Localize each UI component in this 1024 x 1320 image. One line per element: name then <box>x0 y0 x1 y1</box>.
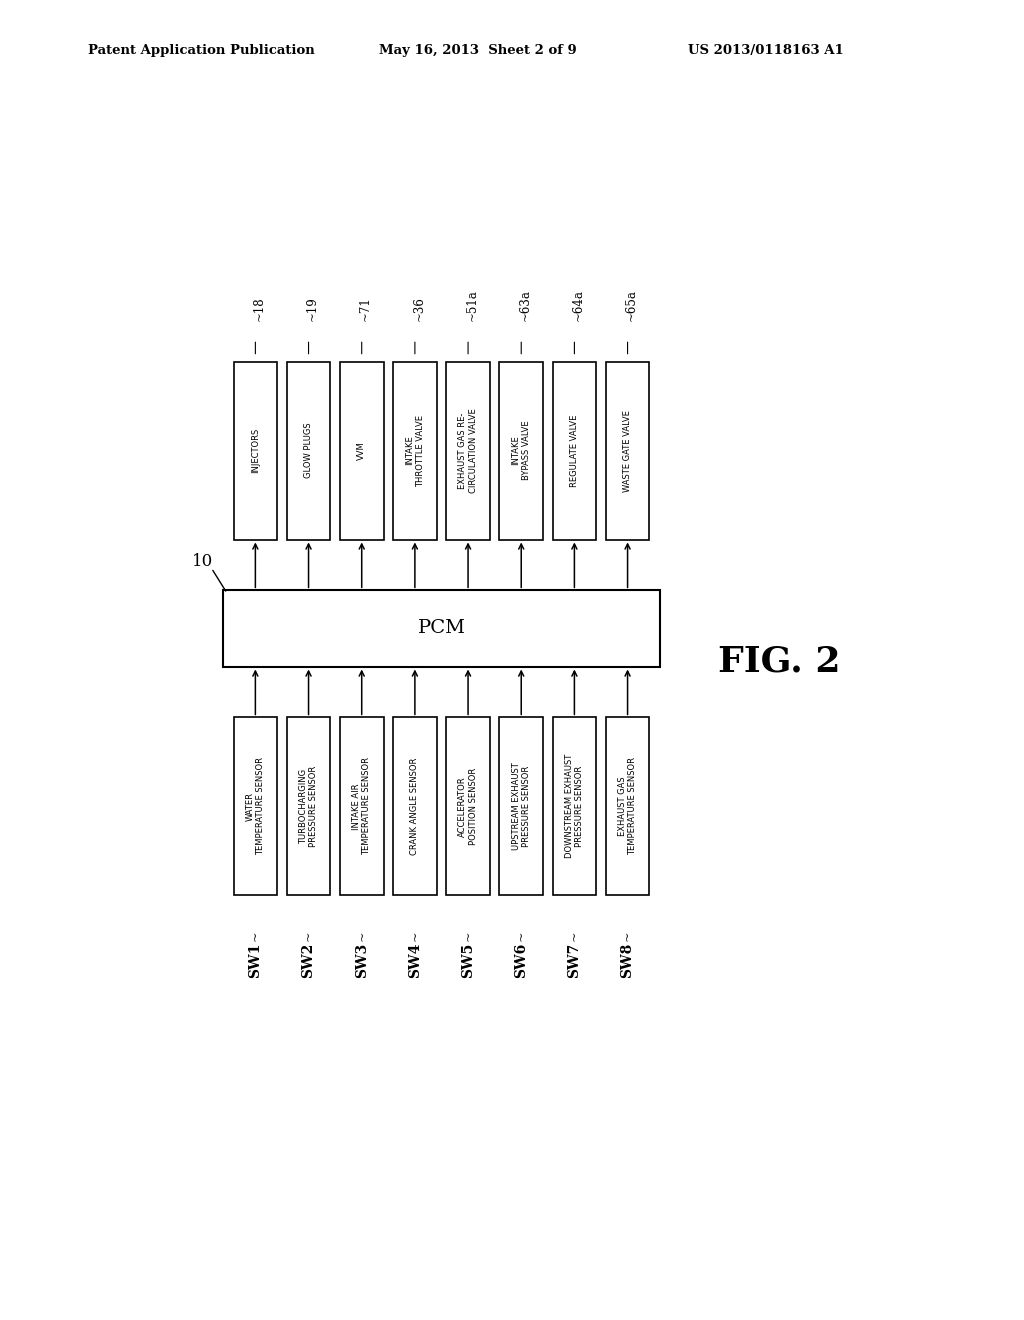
Text: ~: ~ <box>622 931 634 941</box>
Text: VVM: VVM <box>357 441 367 459</box>
Text: INJECTORS: INJECTORS <box>251 428 260 474</box>
Text: Patent Application Publication: Patent Application Publication <box>88 44 314 57</box>
Bar <box>393 718 436 895</box>
Text: US 2013/0118163 A1: US 2013/0118163 A1 <box>688 44 844 57</box>
Bar <box>393 362 436 540</box>
Bar <box>287 718 331 895</box>
Text: ~: ~ <box>249 931 262 941</box>
Text: REGULATE VALVE: REGULATE VALVE <box>570 414 579 487</box>
Text: FIG. 2: FIG. 2 <box>718 644 840 678</box>
Text: WASTE GATE VALVE: WASTE GATE VALVE <box>623 409 632 491</box>
Bar <box>553 362 596 540</box>
Bar <box>500 718 543 895</box>
Text: EXHAUST GAS RE-
CIRCULATION VALVE: EXHAUST GAS RE- CIRCULATION VALVE <box>459 408 478 492</box>
Bar <box>233 718 278 895</box>
Text: INTAKE
THROTTLE VALVE: INTAKE THROTTLE VALVE <box>406 414 425 487</box>
Text: ~51a: ~51a <box>466 289 478 321</box>
Text: ACCELERATOR
POSITION SENSOR: ACCELERATOR POSITION SENSOR <box>459 768 478 845</box>
Bar <box>233 362 278 540</box>
Text: ~: ~ <box>568 931 581 941</box>
Bar <box>553 718 596 895</box>
Text: SW6: SW6 <box>514 942 528 978</box>
Bar <box>606 362 649 540</box>
Text: GLOW PLUGS: GLOW PLUGS <box>304 422 313 478</box>
Text: CRANK ANGLE SENSOR: CRANK ANGLE SENSOR <box>411 758 420 855</box>
Text: ~: ~ <box>515 931 527 941</box>
Bar <box>340 718 384 895</box>
Text: SW3: SW3 <box>354 942 369 978</box>
Text: ~18: ~18 <box>253 297 266 321</box>
Text: ~: ~ <box>462 931 474 941</box>
Text: ~63a: ~63a <box>519 289 531 321</box>
Text: ~64a: ~64a <box>571 289 585 321</box>
Text: EXHAUST GAS
TEMPERATURE SENSOR: EXHAUST GAS TEMPERATURE SENSOR <box>617 758 637 855</box>
Text: ~65a: ~65a <box>625 289 638 321</box>
Bar <box>287 362 331 540</box>
Text: ~: ~ <box>355 931 369 941</box>
Text: UPSTREAM EXHAUST
PRESSURE SENSOR: UPSTREAM EXHAUST PRESSURE SENSOR <box>512 763 530 850</box>
Text: SW1: SW1 <box>249 942 262 978</box>
Text: ~36: ~36 <box>413 296 425 321</box>
Text: SW2: SW2 <box>301 942 315 978</box>
Text: INTAKE
BYPASS VALVE: INTAKE BYPASS VALVE <box>512 421 530 480</box>
Text: SW8: SW8 <box>621 942 635 978</box>
Text: ~: ~ <box>302 931 315 941</box>
Text: ~71: ~71 <box>359 296 372 321</box>
Text: SW5: SW5 <box>461 942 475 978</box>
Text: SW7: SW7 <box>567 942 582 978</box>
Text: ~: ~ <box>409 931 422 941</box>
Text: May 16, 2013  Sheet 2 of 9: May 16, 2013 Sheet 2 of 9 <box>379 44 577 57</box>
Bar <box>606 718 649 895</box>
Text: TURBOCHARGING
PRESSURE SENSOR: TURBOCHARGING PRESSURE SENSOR <box>299 766 318 847</box>
Bar <box>223 590 659 667</box>
Text: DOWNSTREAM EXHAUST
PRESSURE SENSOR: DOWNSTREAM EXHAUST PRESSURE SENSOR <box>564 754 584 858</box>
Text: ~19: ~19 <box>306 296 319 321</box>
Bar <box>500 362 543 540</box>
Bar <box>446 362 489 540</box>
Text: WATER
TEMPERATURE SENSOR: WATER TEMPERATURE SENSOR <box>246 758 265 855</box>
Text: 10: 10 <box>191 553 213 570</box>
Bar <box>446 718 489 895</box>
Text: PCM: PCM <box>418 619 466 638</box>
Text: INTAKE AIR
TEMPERATURE SENSOR: INTAKE AIR TEMPERATURE SENSOR <box>352 758 372 855</box>
Bar <box>340 362 384 540</box>
Text: SW4: SW4 <box>408 942 422 978</box>
